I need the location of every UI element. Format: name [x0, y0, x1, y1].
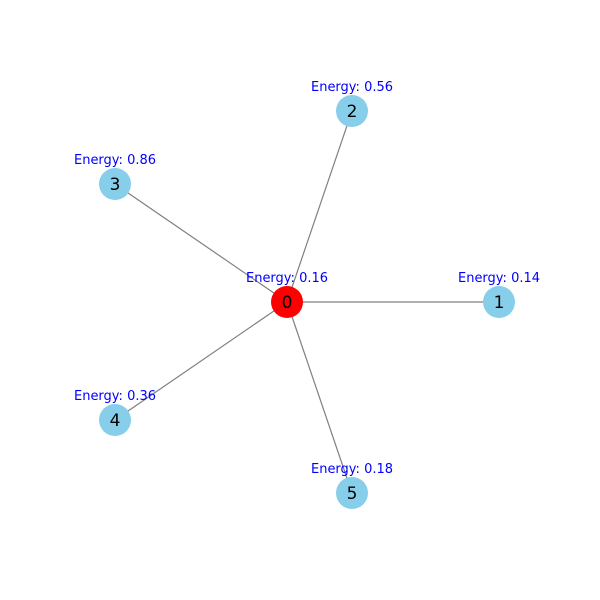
energy-label-4: Energy: 0.36	[74, 389, 156, 404]
energy-labels-layer: Energy: 0.16 Energy: 0.14 Energy: 0.56 Ener…	[74, 80, 540, 477]
edge-0-5	[286, 301, 353, 494]
node-circle-5	[336, 477, 368, 509]
node-2: 2	[336, 95, 368, 127]
node-circle-2	[336, 95, 368, 127]
node-0: 0	[271, 286, 303, 318]
node-circle-4	[99, 404, 131, 436]
edges-layer	[114, 110, 499, 494]
node-label-5: 5	[347, 484, 358, 504]
node-circle-3	[99, 168, 131, 200]
edge-0-4	[114, 301, 288, 421]
node-4: 4	[99, 404, 131, 436]
nodes-layer: 0 1 2 3 4 5	[99, 95, 515, 509]
energy-label-2: Energy: 0.56	[311, 80, 393, 95]
node-circle-0	[271, 286, 303, 318]
node-label-4: 4	[110, 411, 121, 431]
node-circle-1	[483, 286, 515, 318]
node-label-1: 1	[494, 293, 505, 313]
node-label-2: 2	[347, 102, 358, 122]
node-1: 1	[483, 286, 515, 318]
edge-0-3	[114, 183, 288, 303]
energy-label-1: Energy: 0.14	[458, 271, 540, 286]
node-label-3: 3	[110, 175, 121, 195]
energy-label-3: Energy: 0.86	[74, 153, 156, 168]
energy-label-5: Energy: 0.18	[311, 462, 393, 477]
node-5: 5	[336, 477, 368, 509]
energy-label-0: Energy: 0.16	[246, 271, 328, 286]
edge-0-2	[286, 110, 353, 303]
node-label-0: 0	[282, 293, 293, 313]
node-3: 3	[99, 168, 131, 200]
